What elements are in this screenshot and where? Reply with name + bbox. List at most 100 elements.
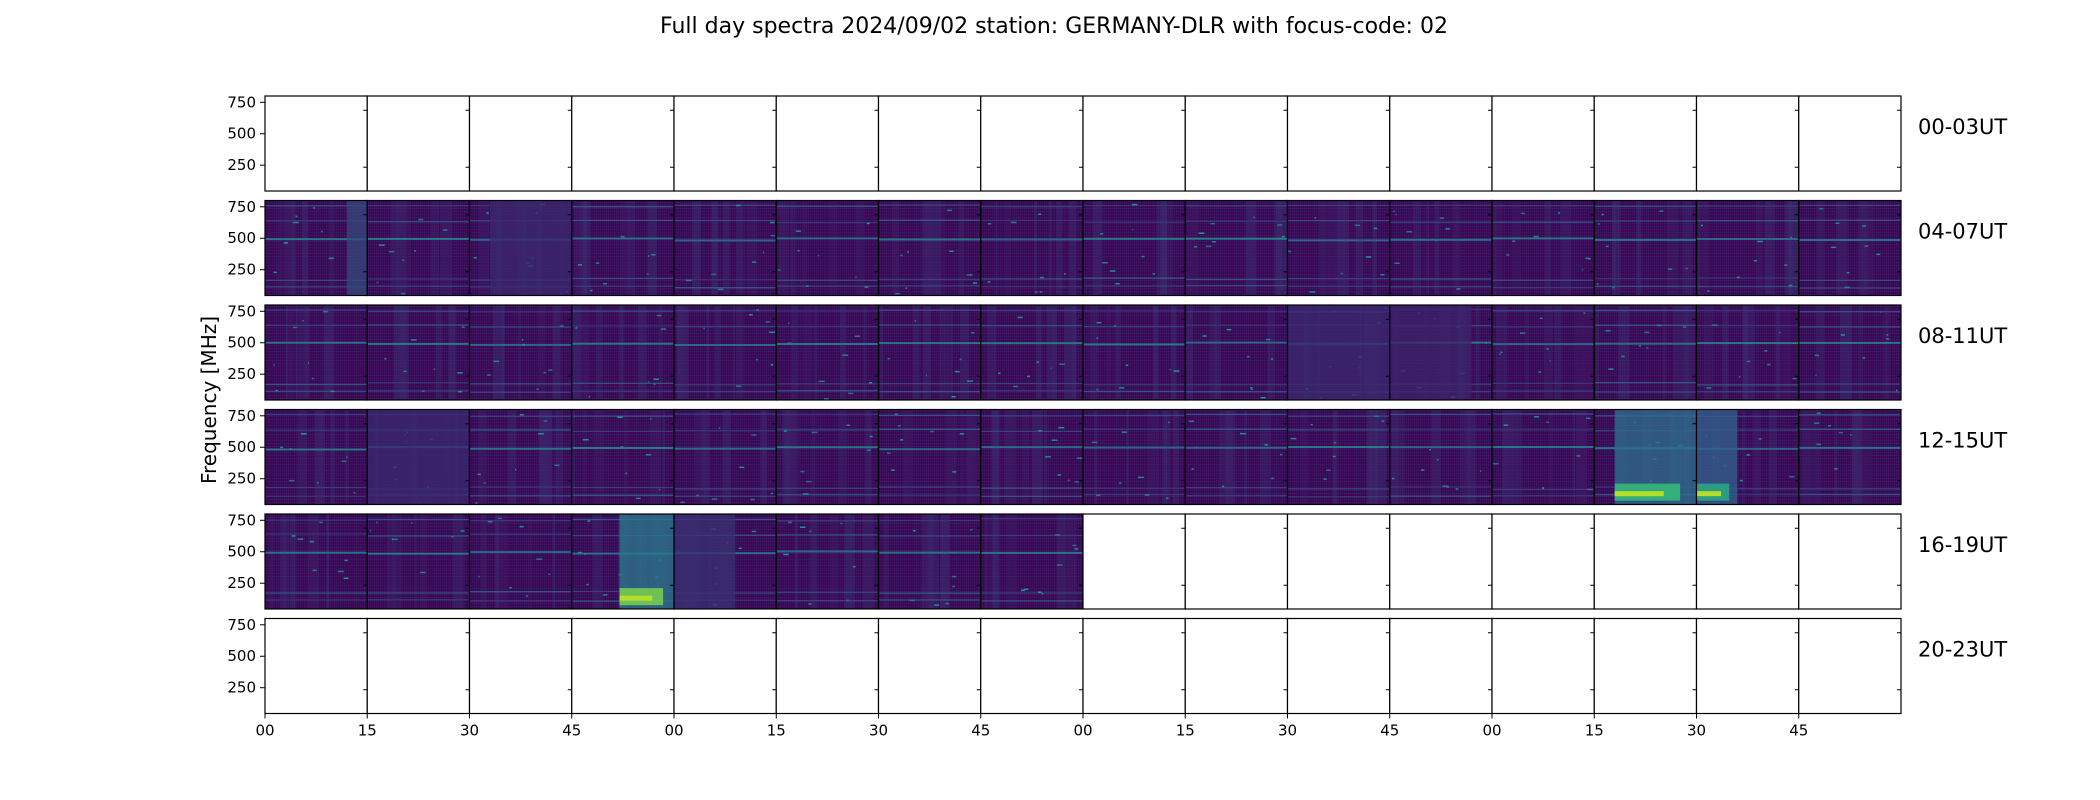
row-label: 12-15UT bbox=[1918, 429, 2007, 453]
time-stripe bbox=[1768, 409, 1777, 505]
speckle bbox=[1287, 250, 1292, 253]
frequency-band bbox=[265, 429, 368, 431]
time-stripe bbox=[1741, 409, 1746, 505]
frequency-band bbox=[265, 205, 368, 207]
time-stripe bbox=[326, 514, 330, 609]
time-stripe bbox=[1052, 305, 1056, 400]
time-stripe bbox=[958, 200, 965, 296]
frequency-band bbox=[1389, 286, 1492, 288]
speckle bbox=[1067, 479, 1070, 482]
panel-background bbox=[878, 96, 981, 191]
frequency-band bbox=[1287, 220, 1390, 222]
speckle bbox=[577, 264, 582, 266]
spectrum-panel bbox=[877, 408, 982, 506]
time-stripe bbox=[1046, 305, 1058, 400]
speckle bbox=[346, 456, 348, 458]
speckle bbox=[1394, 262, 1400, 264]
time-stripe bbox=[880, 305, 884, 400]
speckle bbox=[1121, 431, 1127, 433]
speckle bbox=[1685, 267, 1688, 270]
speckle bbox=[283, 242, 289, 244]
spectrum-panel bbox=[1491, 513, 1595, 610]
time-stripe bbox=[593, 409, 605, 505]
spectrum-panel bbox=[1184, 408, 1289, 506]
time-stripe bbox=[1502, 409, 1514, 505]
panel-frame bbox=[1798, 617, 1902, 715]
frequency-band bbox=[265, 390, 368, 392]
spectrum-panel bbox=[775, 95, 880, 192]
speckle bbox=[457, 372, 463, 374]
speckle bbox=[951, 575, 957, 578]
spectrum-panel bbox=[1389, 408, 1493, 506]
frequency-band bbox=[980, 278, 1083, 280]
spectrum-panel bbox=[1082, 513, 1186, 610]
speckle bbox=[537, 433, 544, 435]
speckle bbox=[1118, 482, 1122, 484]
speckle bbox=[1247, 355, 1250, 358]
frequency-band bbox=[1287, 204, 1390, 207]
speckle bbox=[895, 293, 900, 295]
panel-background bbox=[469, 409, 572, 505]
speckle bbox=[950, 551, 957, 554]
frequency-band bbox=[1696, 493, 1799, 496]
speckle bbox=[1711, 324, 1718, 326]
speckle bbox=[718, 427, 721, 429]
frequency-band bbox=[265, 519, 368, 521]
frequency-band bbox=[776, 494, 879, 496]
time-stripe bbox=[863, 305, 867, 400]
time-stripe bbox=[518, 305, 522, 400]
speckle bbox=[1500, 351, 1503, 354]
time-stripe bbox=[420, 514, 428, 609]
speckle bbox=[1152, 273, 1155, 275]
frequency-band bbox=[776, 600, 879, 602]
frequency-band bbox=[1389, 413, 1492, 416]
x-tick-label: 00 bbox=[1482, 722, 1501, 740]
speckle bbox=[1333, 442, 1337, 444]
speckle bbox=[1506, 254, 1510, 256]
speckle bbox=[1834, 468, 1838, 470]
frequency-band bbox=[1798, 341, 1901, 344]
time-stripe bbox=[323, 305, 334, 400]
frequency-band bbox=[980, 382, 1083, 385]
speckle bbox=[659, 488, 661, 491]
speckle bbox=[1706, 387, 1712, 389]
time-stripe bbox=[1697, 200, 1701, 296]
spectrum-panel bbox=[673, 513, 777, 610]
frequency-band bbox=[980, 534, 1083, 537]
speckle bbox=[1429, 449, 1431, 451]
x-tick-label: 30 bbox=[869, 722, 888, 740]
frequency-band bbox=[1185, 285, 1288, 287]
frequency-band bbox=[980, 325, 1083, 327]
time-stripe bbox=[923, 514, 929, 609]
panel-background bbox=[1492, 200, 1595, 296]
spectrum-panel bbox=[1286, 617, 1391, 715]
speckle bbox=[806, 480, 812, 483]
time-stripe bbox=[1209, 305, 1217, 400]
speckle bbox=[308, 362, 309, 364]
time-stripe bbox=[992, 514, 1000, 609]
spectrum-panel bbox=[468, 408, 573, 506]
frequency-band bbox=[776, 325, 879, 328]
time-stripe bbox=[297, 409, 307, 505]
speckle bbox=[273, 364, 275, 366]
speckle bbox=[925, 374, 927, 376]
frequency-band bbox=[1696, 415, 1799, 417]
frequency-band bbox=[980, 592, 1083, 594]
time-stripe bbox=[740, 200, 745, 296]
panel-frame bbox=[1798, 408, 1902, 506]
frequency-band bbox=[469, 551, 572, 554]
frequency-band bbox=[878, 342, 981, 345]
frequency-band bbox=[776, 221, 879, 224]
speckle bbox=[584, 553, 587, 555]
speckle bbox=[1096, 337, 1099, 339]
spectrum-panel bbox=[1082, 304, 1186, 401]
speckle bbox=[388, 250, 395, 253]
frequency-band bbox=[980, 430, 1083, 432]
time-stripe bbox=[1764, 200, 1775, 296]
speckle bbox=[1503, 424, 1508, 426]
speckle bbox=[617, 416, 623, 418]
spectrum-panel bbox=[366, 199, 471, 297]
time-stripe bbox=[623, 409, 628, 505]
spectrum-panel bbox=[468, 304, 573, 401]
frequency-band bbox=[1287, 239, 1390, 242]
